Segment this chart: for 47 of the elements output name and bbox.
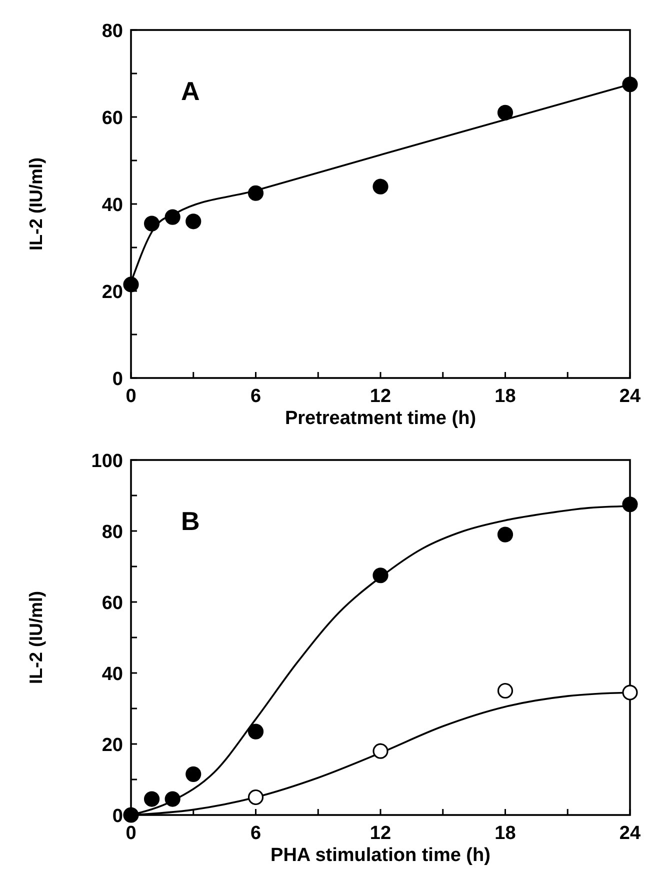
point xyxy=(164,791,180,807)
y-tick-label: 60 xyxy=(102,108,123,129)
point xyxy=(186,766,202,782)
point xyxy=(123,276,139,292)
point xyxy=(248,724,264,740)
y-tick-label: 0 xyxy=(112,369,123,390)
x-axis-title: PHA stimulation time (h) xyxy=(270,845,490,866)
y-tick-label: 80 xyxy=(102,522,123,543)
point xyxy=(372,743,388,759)
point xyxy=(497,526,514,542)
y-tick-label: 0 xyxy=(112,806,123,827)
annotation: A xyxy=(181,76,200,106)
point xyxy=(372,568,388,584)
x-tick-label: 18 xyxy=(494,823,516,844)
point xyxy=(123,807,139,823)
y-tick-label: 40 xyxy=(102,664,123,685)
point xyxy=(497,104,514,120)
x-tick-label: 12 xyxy=(370,823,392,844)
y-tick-label: 60 xyxy=(102,593,123,614)
y-axis-title: IL-2 (IU/ml) xyxy=(26,590,46,684)
point xyxy=(622,684,638,700)
point xyxy=(622,76,638,92)
annotation: B xyxy=(181,506,200,536)
y-axis-title: IL-2 (IU/ml) xyxy=(26,157,46,250)
x-tick-label: 0 xyxy=(126,386,136,407)
point xyxy=(186,214,202,230)
point xyxy=(144,791,160,807)
point xyxy=(248,185,264,201)
point xyxy=(248,789,264,806)
y-tick-label: 40 xyxy=(102,195,123,216)
x-tick-label: 24 xyxy=(619,386,641,407)
x-tick-label: 0 xyxy=(126,823,136,844)
point xyxy=(164,209,180,225)
y-tick-label: 80 xyxy=(102,21,123,42)
x-tick-label: 6 xyxy=(250,386,262,407)
point xyxy=(372,178,388,194)
point xyxy=(622,496,638,512)
point xyxy=(144,216,160,232)
y-tick-label: 20 xyxy=(102,282,123,303)
point xyxy=(497,682,514,699)
x-axis-title: Pretreatment time (h) xyxy=(284,408,476,429)
y-tick-label: 20 xyxy=(102,735,123,756)
x-tick-label: 24 xyxy=(619,823,641,844)
x-tick-label: 6 xyxy=(250,823,262,844)
x-tick-label: 12 xyxy=(370,386,392,407)
x-tick-label: 18 xyxy=(494,386,516,407)
y-tick-label: 100 xyxy=(91,451,123,472)
